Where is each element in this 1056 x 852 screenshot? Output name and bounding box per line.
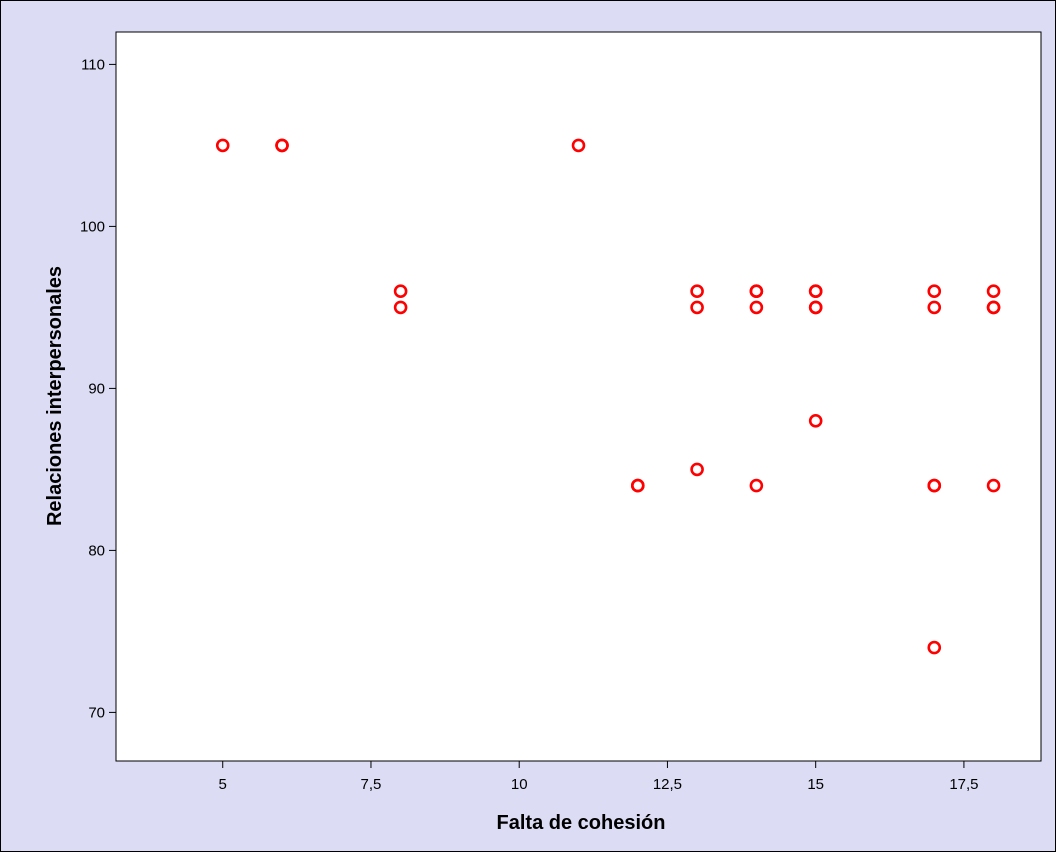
y-axis-title: Relaciones interpersonales [44, 266, 66, 526]
data-point [927, 284, 942, 299]
data-point [690, 462, 704, 477]
data-point [393, 300, 408, 315]
x-axis: 5 7,5 10 12,5 15 17,5 [219, 761, 979, 793]
data-point [927, 478, 942, 493]
x-tick-label: 10 [511, 776, 528, 793]
data-points [215, 138, 1001, 655]
y-tick-label: 110 [81, 56, 105, 73]
data-point [986, 284, 1001, 299]
data-point [808, 284, 823, 299]
y-tick-label: 80 [88, 542, 105, 559]
data-point [927, 300, 942, 315]
data-point [393, 284, 408, 299]
x-tick-label: 15 [807, 776, 824, 793]
data-point [927, 640, 942, 655]
x-tick-label: 17,5 [949, 776, 978, 793]
data-point [808, 413, 823, 428]
x-axis-title: Falta de cohesión [497, 812, 666, 834]
x-tick-label: 12,5 [653, 776, 682, 793]
data-point [630, 478, 645, 493]
data-point [690, 284, 704, 299]
plot-area [115, 31, 1042, 762]
data-point [808, 300, 823, 315]
x-tick-label: 7,5 [361, 776, 382, 793]
data-point [986, 478, 1001, 493]
data-point [690, 300, 704, 315]
data-point [749, 300, 764, 315]
y-axis: 70 80 90 100 110 [80, 56, 116, 721]
y-tick-label: 100 [80, 218, 105, 235]
y-tick-label: 90 [88, 380, 105, 397]
y-tick-label: 70 [88, 704, 105, 721]
x-tick-label: 5 [219, 776, 227, 793]
data-point [215, 138, 230, 153]
data-point [571, 138, 586, 153]
data-point [275, 138, 289, 153]
data-point [749, 478, 764, 493]
data-point [986, 300, 1001, 315]
data-point [749, 284, 764, 299]
